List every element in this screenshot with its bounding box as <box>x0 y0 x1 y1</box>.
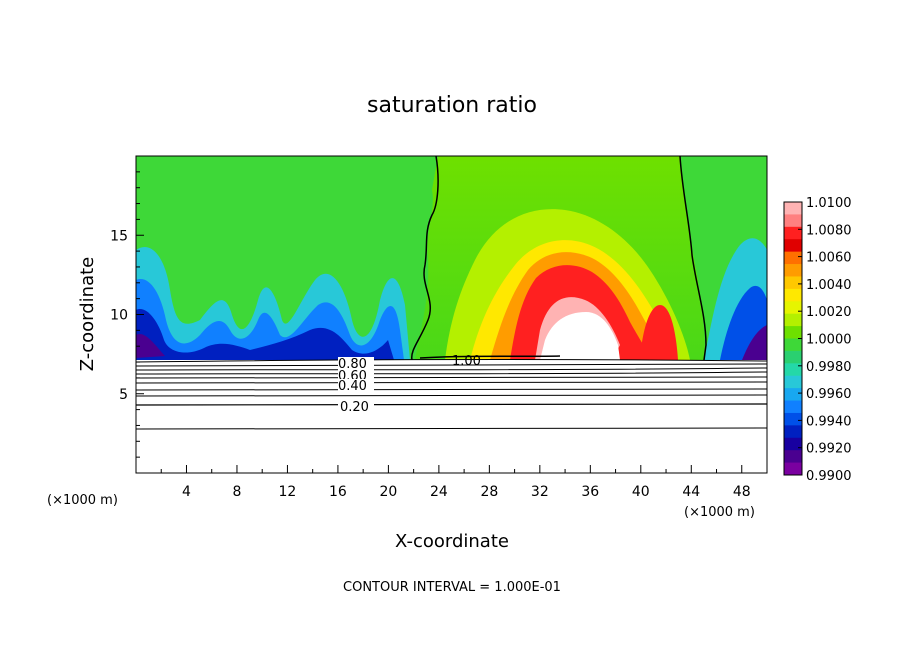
colorbar-swatch <box>784 437 802 451</box>
y-axis-label: Z-coordinate <box>77 257 98 372</box>
x-tick-label: 44 <box>682 484 700 500</box>
colorbar-swatch <box>784 264 802 277</box>
heatmap-field <box>136 156 767 473</box>
chart-title: saturation ratio <box>367 93 537 118</box>
x-tick-label: 48 <box>733 484 751 500</box>
colorbar-swatch <box>784 288 802 302</box>
colorbar-swatch <box>784 276 802 290</box>
y-tick-label: 5 <box>119 387 128 403</box>
colorbar-swatch <box>784 363 802 377</box>
colorbar-label: 0.9960 <box>806 387 852 402</box>
contour-label: 0.40 <box>338 379 367 394</box>
colorbar-swatch <box>784 226 802 240</box>
colorbar-swatch <box>784 202 802 215</box>
colorbar-label: 1.0100 <box>806 196 852 211</box>
contour-label: 0.20 <box>340 400 369 415</box>
x-tick-label: 20 <box>379 484 397 500</box>
x-axis: 4 8 12 16 20 24 28 32 36 40 44 48 <box>160 465 751 500</box>
x-axis-label: X-coordinate <box>395 531 509 552</box>
y-tick-label: 10 <box>110 308 128 324</box>
contour-label: 0.80 <box>338 357 367 372</box>
colorbar-swatch <box>784 239 802 253</box>
colorbar-swatch <box>784 251 802 265</box>
x-tick-label: 8 <box>232 484 241 500</box>
colorbar-swatch <box>784 425 802 439</box>
colorbar-swatch <box>784 375 802 389</box>
x-tick-label: 28 <box>480 484 498 500</box>
colorbar-swatch <box>784 326 802 339</box>
colorbar-label: 0.9980 <box>806 360 852 375</box>
colorbar-swatch <box>784 400 802 414</box>
y-tick-label: 15 <box>110 228 128 244</box>
contour-label: 1.00 <box>452 354 481 369</box>
colorbar-label: 0.9940 <box>806 414 852 429</box>
x-tick-label: 16 <box>329 484 347 500</box>
colorbar-label: 0.9920 <box>806 442 852 457</box>
colorbar: 1.0100 1.0080 1.0060 1.0040 1.0020 1.0000 0.99… <box>783 196 852 484</box>
contour-interval-note: CONTOUR INTERVAL = 1.000E-01 <box>343 580 561 595</box>
colorbar-label: 1.0080 <box>806 223 852 238</box>
x-unit-label: (×1000 m) <box>684 505 755 520</box>
colorbar-swatch <box>784 388 802 402</box>
colorbar-swatch <box>784 412 802 426</box>
x-tick-label: 24 <box>430 484 448 500</box>
colorbar-swatch <box>784 313 802 327</box>
colorbar-swatch <box>784 350 802 364</box>
x-tick-label: 40 <box>632 484 650 500</box>
colorbar-label: 1.0060 <box>806 251 852 266</box>
y-unit-label: (×1000 m) <box>47 493 118 508</box>
colorbar-label: 1.0000 <box>806 333 852 348</box>
x-tick-label: 32 <box>531 484 549 500</box>
colorbar-swatch <box>784 301 802 315</box>
colorbar-swatch <box>784 338 802 352</box>
colorbar-swatch <box>784 462 802 476</box>
colorbar-swatch <box>784 214 802 228</box>
y-axis: 5 10 15 <box>110 171 144 458</box>
colorbar-label: 0.9900 <box>806 469 852 484</box>
x-tick-label: 36 <box>581 484 599 500</box>
x-tick-label: 4 <box>182 484 191 500</box>
colorbar-label: 1.0040 <box>806 278 852 293</box>
colorbar-label: 1.0020 <box>806 305 852 320</box>
colorbar-swatch <box>784 450 802 464</box>
x-tick-label: 12 <box>279 484 297 500</box>
